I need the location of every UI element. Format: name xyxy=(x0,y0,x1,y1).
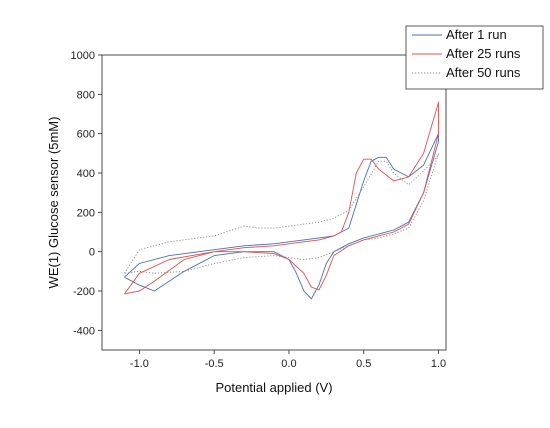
y-tick-label: 600 xyxy=(77,129,95,141)
plot-area-frame xyxy=(101,54,447,351)
legend-label-1: After 1 run xyxy=(446,27,507,42)
y-tick-label: 0 xyxy=(89,247,95,259)
x-tick-label: -1.0 xyxy=(130,358,149,370)
series-line-1 xyxy=(124,133,439,300)
y-tick-label: -200 xyxy=(73,286,95,298)
y-axis-ticks: -400 -200 0 200 400 600 800 1000 xyxy=(71,50,102,337)
legend-label-2: After 25 runs xyxy=(446,46,521,61)
y-tick-label: -400 xyxy=(73,325,95,337)
series-line-3 xyxy=(124,152,439,274)
legend-box xyxy=(405,25,544,90)
y-tick-label: 1000 xyxy=(71,50,95,62)
x-tick-label: -0.5 xyxy=(205,358,224,370)
x-tick-label: 0.5 xyxy=(356,358,371,370)
series-line-2 xyxy=(124,101,439,295)
x-tick-label: 1.0 xyxy=(431,358,446,370)
y-tick-label: 200 xyxy=(77,207,95,219)
x-axis-title: Potential applied (V) xyxy=(215,380,332,395)
y-axis-title: WE(1) Glucose sensor (5mM) xyxy=(46,117,61,289)
series-layer xyxy=(124,101,439,300)
y-tick-label: 400 xyxy=(77,168,95,180)
legend-label-3: After 50 runs xyxy=(446,65,521,80)
x-tick-label: 0.0 xyxy=(281,358,296,370)
x-axis-ticks: -1.0 -0.5 0.0 0.5 1.0 xyxy=(130,350,446,370)
legend: After 1 run After 25 runs After 50 runs xyxy=(405,25,544,90)
y-tick-label: 800 xyxy=(77,89,95,101)
